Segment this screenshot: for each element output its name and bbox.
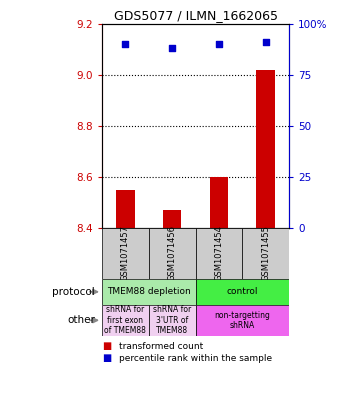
Bar (256, 70, 275, 228)
Bar (149, 305, 195, 336)
Bar (195, 279, 289, 305)
Text: ■: ■ (102, 353, 111, 363)
Text: TMEM88 depletion: TMEM88 depletion (107, 287, 191, 296)
Text: GSM1071457: GSM1071457 (121, 226, 130, 281)
Bar (195, 228, 242, 279)
Bar (102, 228, 149, 279)
Text: GSM1071454: GSM1071454 (215, 226, 223, 281)
Bar (163, 210, 182, 228)
Bar (102, 305, 149, 336)
Text: transformed count: transformed count (119, 342, 203, 351)
Bar (242, 228, 289, 279)
Bar (116, 190, 135, 228)
Text: ■: ■ (102, 341, 111, 351)
Bar (149, 228, 195, 279)
Text: control: control (226, 287, 258, 296)
Bar (195, 305, 289, 336)
Text: protocol: protocol (52, 287, 95, 297)
Text: percentile rank within the sample: percentile rank within the sample (119, 354, 272, 362)
Text: other: other (67, 315, 95, 325)
Point (123, 41, 128, 47)
Text: shRNA for
first exon
of TMEM88: shRNA for first exon of TMEM88 (104, 305, 146, 335)
Text: non-targetting
shRNA: non-targetting shRNA (214, 310, 270, 330)
Bar (209, 177, 228, 228)
Title: GDS5077 / ILMN_1662065: GDS5077 / ILMN_1662065 (114, 9, 277, 22)
Bar (102, 279, 196, 305)
Point (216, 41, 222, 47)
Text: GSM1071455: GSM1071455 (261, 226, 270, 281)
Point (263, 39, 268, 45)
Text: GSM1071456: GSM1071456 (168, 226, 176, 281)
Point (169, 45, 175, 51)
Text: shRNA for
3'UTR of
TMEM88: shRNA for 3'UTR of TMEM88 (153, 305, 191, 335)
